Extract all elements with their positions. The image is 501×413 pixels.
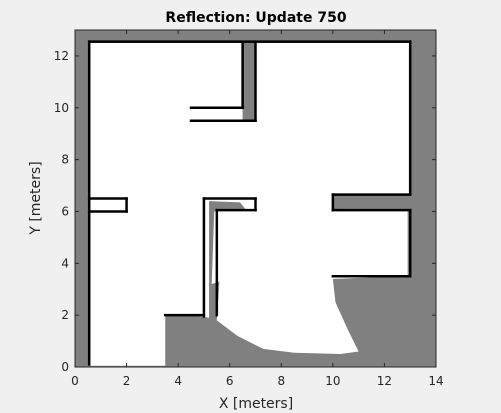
y-tick-label: 6 [61,204,69,218]
x-axis-label: X [meters] [219,396,293,412]
y-axis-label: Y [meters] [28,161,44,235]
y-tick-label: 4 [61,256,69,270]
y-tick-label: 2 [61,308,69,322]
y-tick-label: 8 [61,153,69,167]
free-space-layer [90,42,409,366]
y-tick-label: 12 [54,49,69,63]
x-tick-label: 4 [174,374,182,388]
x-tick-label: 0 [71,374,79,388]
x-tick-label: 8 [277,374,285,388]
x-tick-label: 14 [428,374,443,388]
occupied-walls-layer [87,40,412,366]
x-tick-label: 12 [377,374,392,388]
y-axis-ticks: 0 2 4 6 8 10 12 [54,49,436,374]
x-axis-ticks: 0 2 4 6 8 10 12 14 [71,30,444,388]
x-tick-label: 6 [226,374,234,388]
axes-frame [74,29,437,368]
x-tick-label: 2 [123,374,131,388]
y-tick-label: 10 [54,101,69,115]
plot-area: 0 2 4 6 8 10 12 14 0 2 4 6 8 10 12 [54,29,444,388]
y-tick-label: 0 [61,360,69,374]
free-region-main-open-area [90,42,409,366]
chart-title: Reflection: Update 750 [165,10,346,26]
x-tick-label: 10 [325,374,340,388]
